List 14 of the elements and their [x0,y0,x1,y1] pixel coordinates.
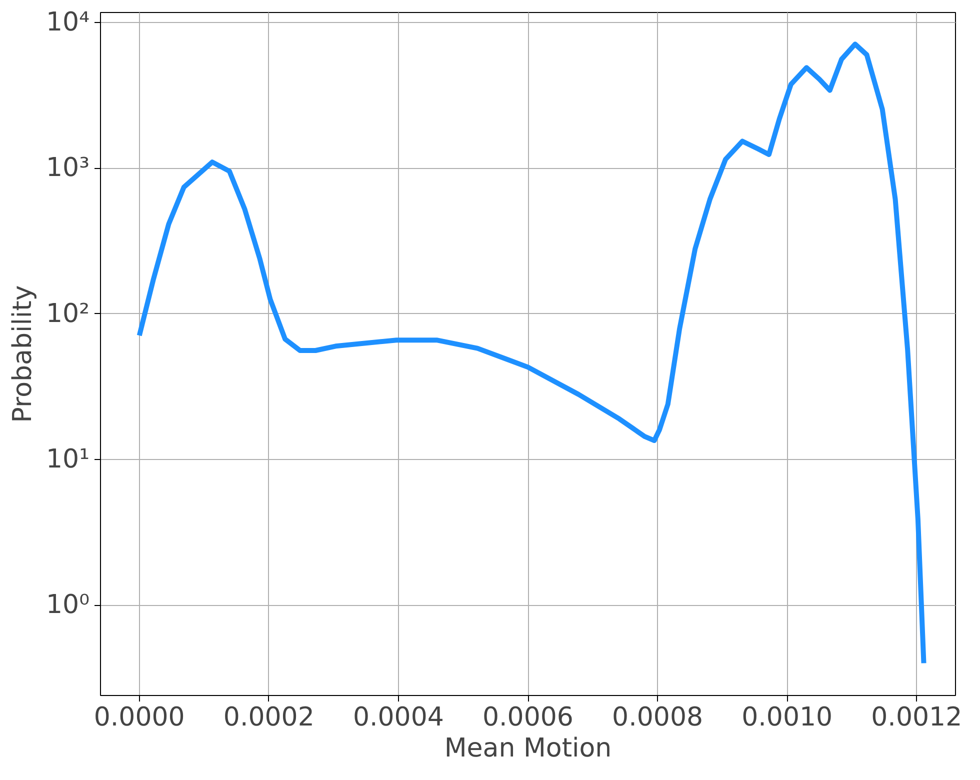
x-tick-label: 0.0004 [352,702,444,732]
x-tick-label: 0.0008 [612,702,704,732]
x-tick-label: 0.0012 [871,702,962,732]
y-tick-label: 10³ [46,153,90,184]
y-tick-label: 10⁰ [46,590,90,620]
x-tick-label: 0.0002 [223,702,314,732]
y-tick-label: 10² [46,298,90,329]
x-tick-label: 0.0000 [94,702,185,732]
x-tick-label: 0.0006 [482,702,574,732]
y-axis-title: Probability [8,285,38,423]
y-tick-label: 10⁴ [46,7,90,38]
y-tick-label: 10¹ [46,444,90,475]
x-tick-label: 0.0010 [742,702,833,732]
x-axis-title: Mean Motion [444,734,612,764]
